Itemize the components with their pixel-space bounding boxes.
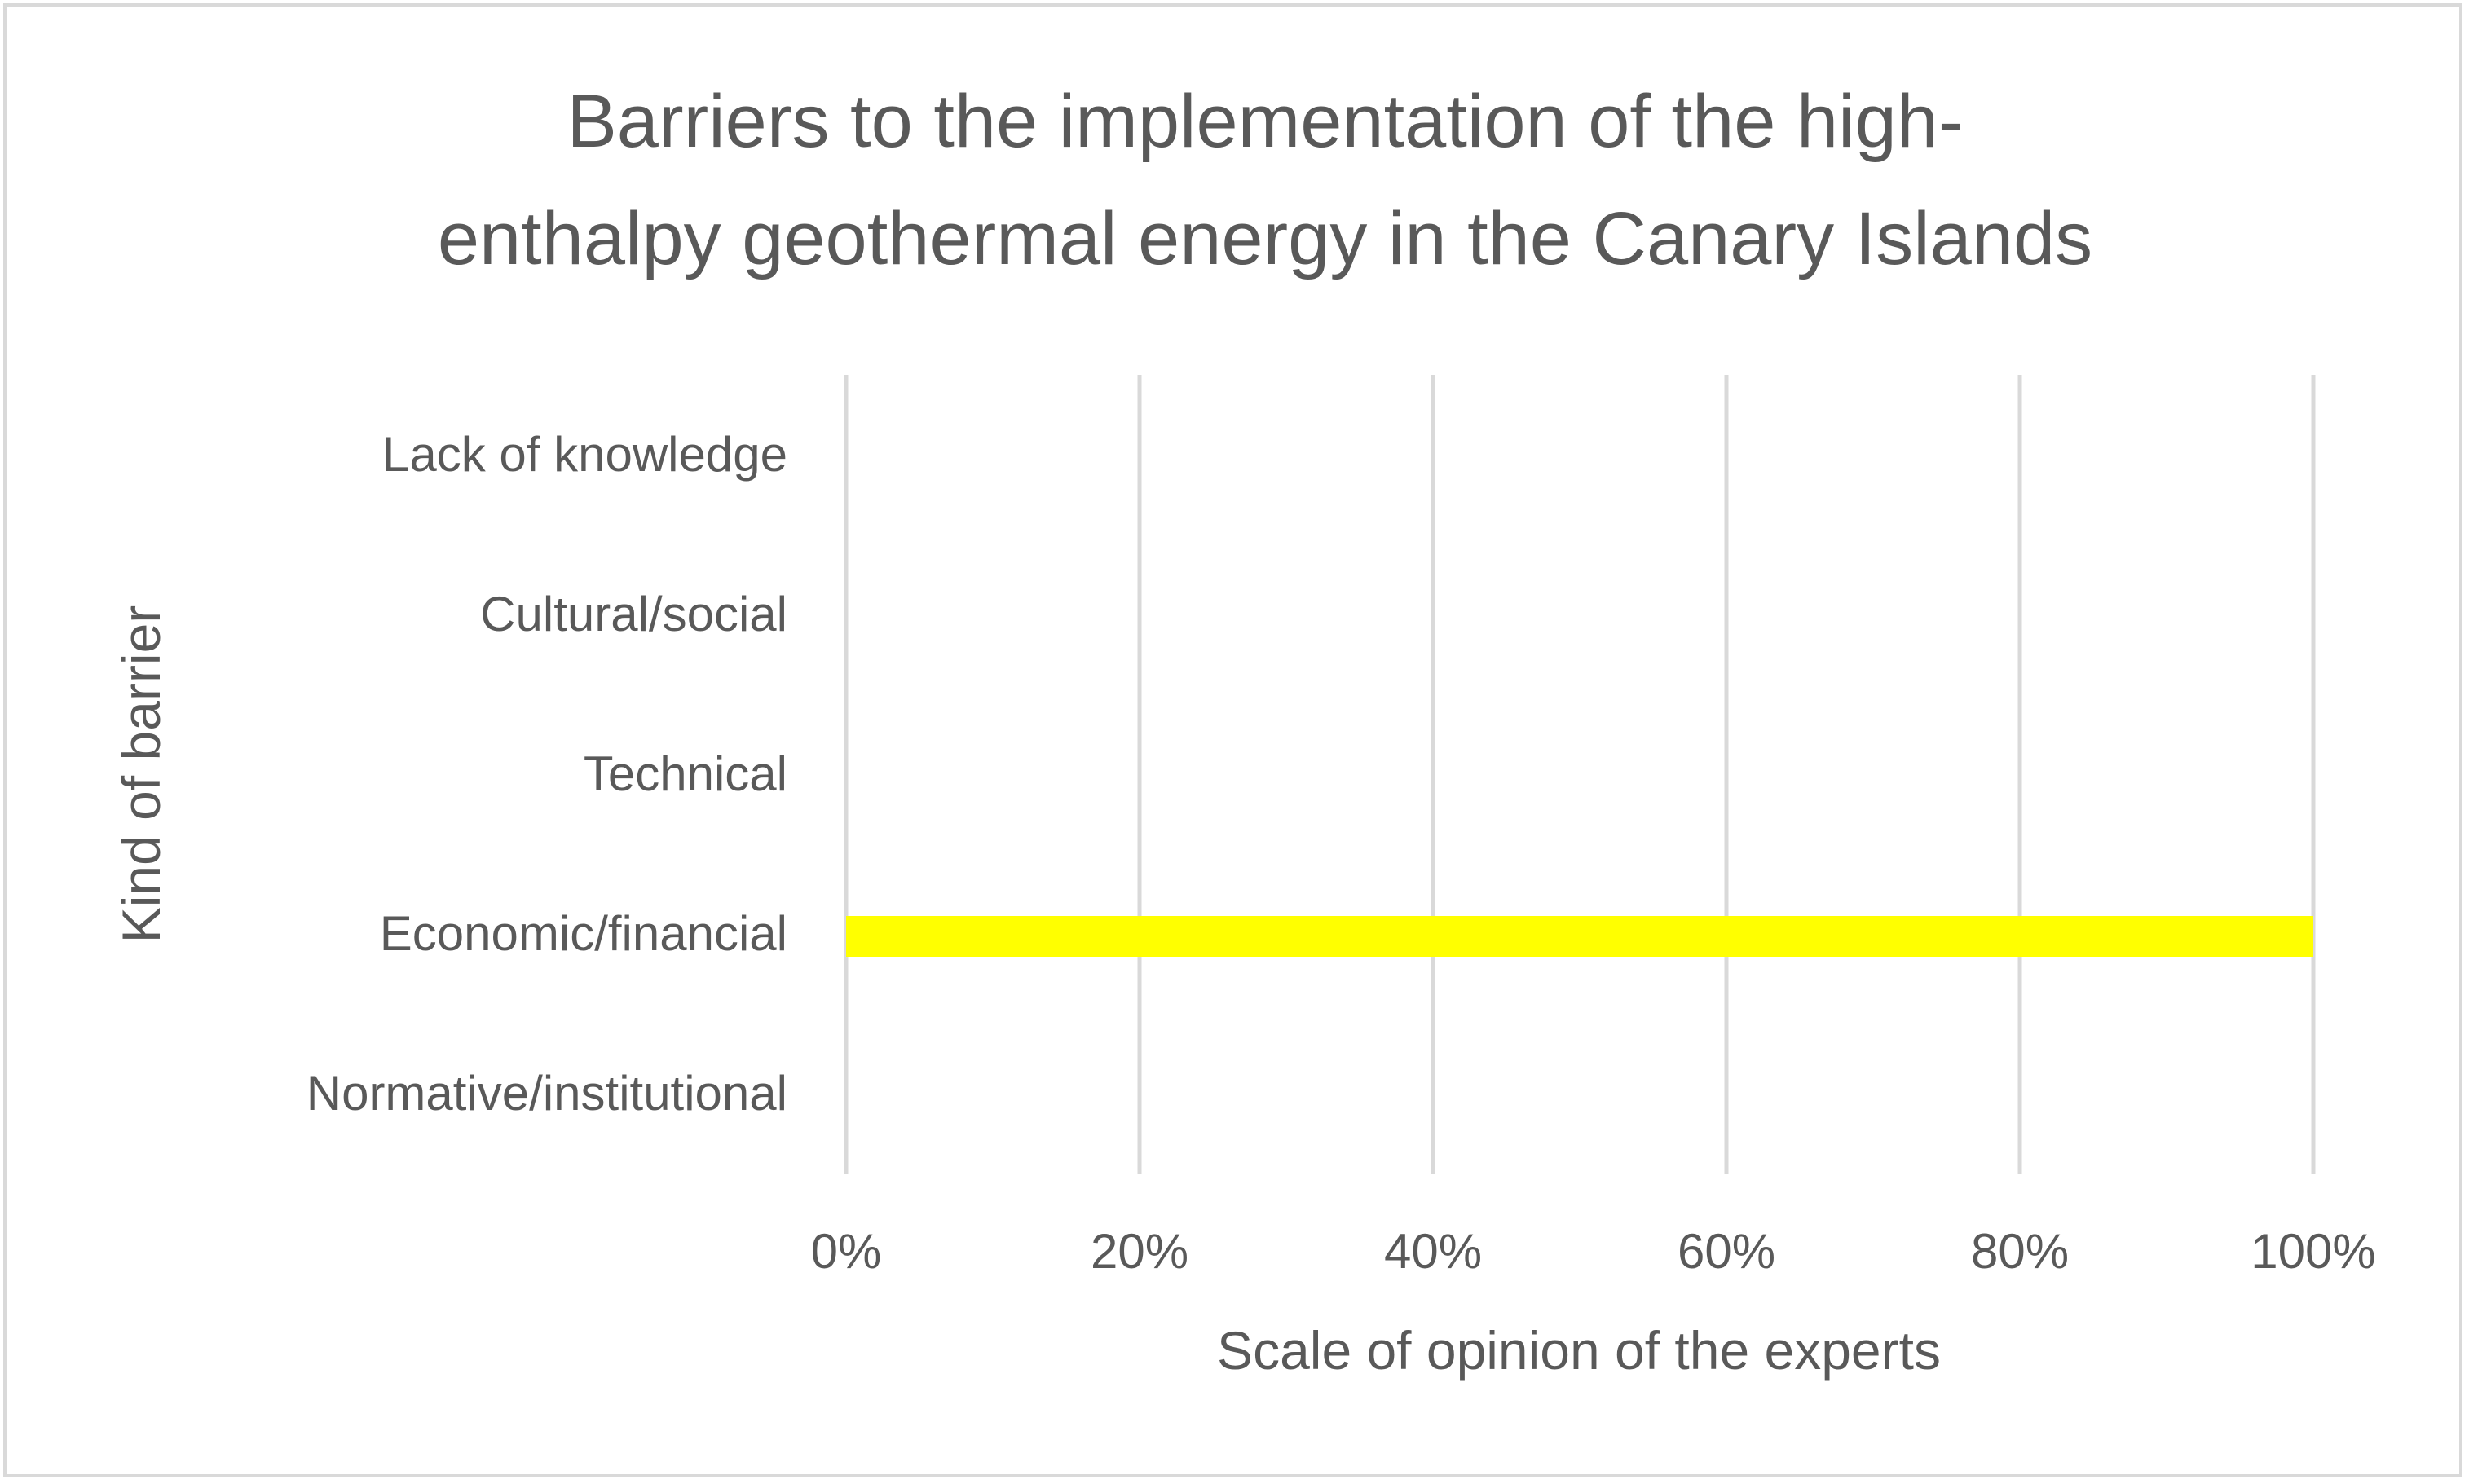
y-axis-title: Kind of barrier xyxy=(111,605,171,944)
x-tick-label-100: 100% xyxy=(2251,1224,2375,1279)
bars xyxy=(846,916,2313,957)
chart-frame xyxy=(3,3,2462,1477)
gridlines xyxy=(844,375,2316,1174)
category-label-normative-institutional: Normative/institutional xyxy=(306,1066,787,1121)
x-tick-label-20: 20% xyxy=(1091,1224,1188,1279)
category-label-lack-of-knowledge: Lack of knowledge xyxy=(382,427,787,482)
x-axis-title: Scale of opinion of the experts xyxy=(1217,1320,1941,1381)
bar-economic-financial xyxy=(846,916,2313,957)
x-tick-label-40: 40% xyxy=(1384,1224,1482,1279)
category-label-economic-financial: Economic/financial xyxy=(380,906,787,961)
x-tick-label-60: 60% xyxy=(1678,1224,1775,1279)
chart-title-line-1: Barriers to the implementation of the hi… xyxy=(567,80,1963,163)
x-tick-label-80: 80% xyxy=(1971,1224,2069,1279)
x-tick-label-0: 0% xyxy=(811,1224,882,1279)
x-tick-labels: 0% 20% 40% 60% 80% 100% xyxy=(811,1224,2376,1279)
category-labels: Lack of knowledge Cultural/social Technica… xyxy=(306,427,787,1121)
category-label-cultural-social: Cultural/social xyxy=(480,587,787,641)
chart-title-line-2: enthalpy geothermal energy in the Canary… xyxy=(438,197,2092,280)
category-label-technical: Technical xyxy=(584,746,787,801)
chart-title: Barriers to the implementation of the hi… xyxy=(438,80,2092,280)
